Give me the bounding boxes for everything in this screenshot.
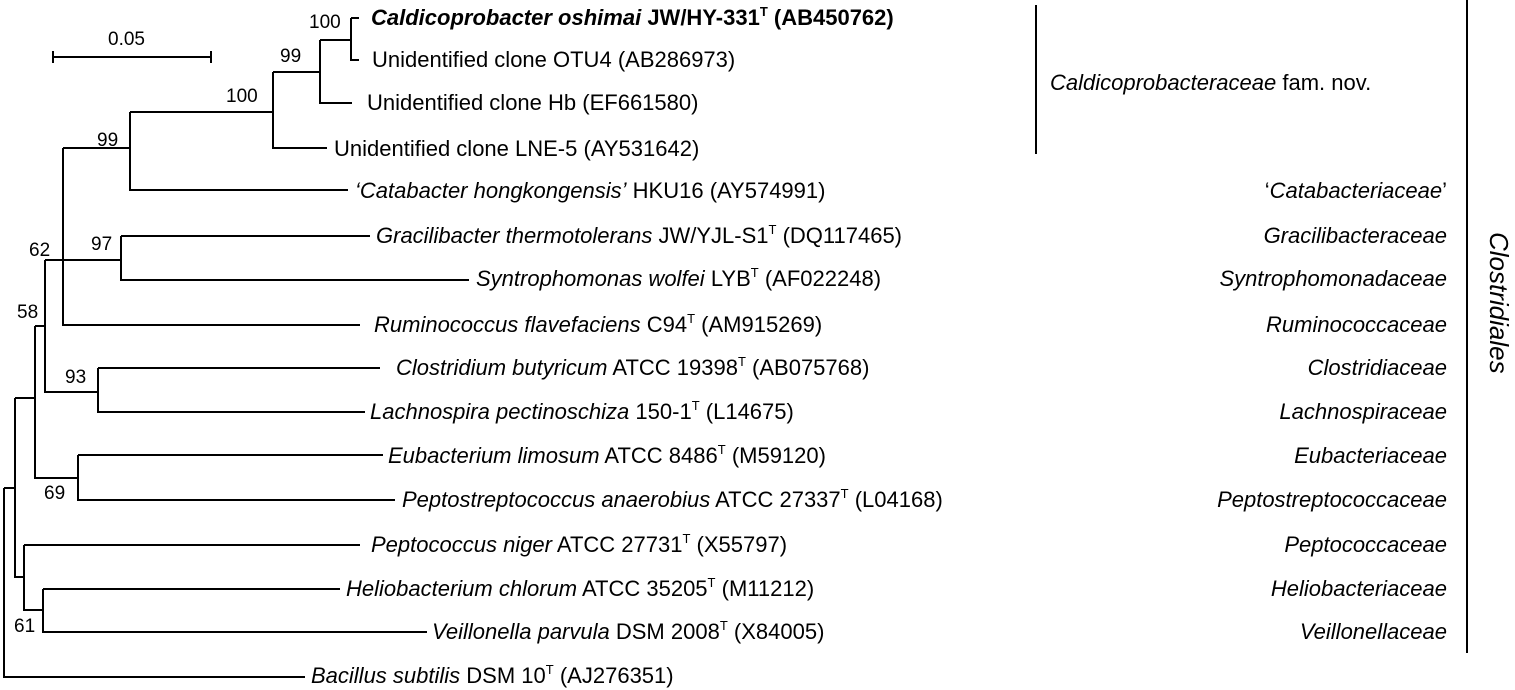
family-label: ‘Catabacteriaceae’ bbox=[1264, 178, 1447, 203]
taxon-label: Caldicoprobacter oshimai JW/HY-331T (AB4… bbox=[371, 4, 894, 30]
branch-t4 bbox=[272, 72, 327, 149]
taxon-label: Unidentified clone Hb (EF661580) bbox=[367, 90, 699, 115]
taxon-label: Gracilibacter thermotolerans JW/YJL-S1T … bbox=[376, 222, 903, 248]
scale-label: 0.05 bbox=[108, 29, 145, 50]
node-97 bbox=[120, 235, 469, 281]
node-69 bbox=[77, 454, 395, 501]
family-label: Ruminococcaceae bbox=[1266, 312, 1447, 337]
family-label: Heliobacteriaceae bbox=[1270, 576, 1447, 601]
family-label: Syntrophomonadaceae bbox=[1219, 266, 1448, 291]
taxon-label: Veillonella parvula DSM 2008T (X84005) bbox=[432, 618, 825, 644]
bootstrap-value: 100 bbox=[226, 86, 258, 107]
family-label: Peptostreptococcaceae bbox=[1217, 487, 1447, 512]
taxon-label: Heliobacterium chlorum ATCC 35205T (M112… bbox=[346, 575, 815, 601]
family-label: Peptococcaceae bbox=[1284, 532, 1447, 557]
taxon-label: Peptostreptococcus anaerobius ATCC 27337… bbox=[402, 486, 943, 512]
bootstrap-value: 97 bbox=[91, 234, 113, 255]
family-label: Lachnospiraceae bbox=[1279, 399, 1447, 424]
taxon-label: Lachnospira pectinoschiza 150-1T (L14675… bbox=[370, 398, 794, 424]
family-label: Veillonellaceae bbox=[1299, 619, 1447, 644]
branch-t3 bbox=[319, 40, 352, 104]
taxon-label: Clostridium butyricum ATCC 19398T (AB075… bbox=[396, 354, 870, 380]
taxon-label: Unidentified clone OTU4 (AB286973) bbox=[372, 47, 736, 72]
bootstrap-value: 58 bbox=[17, 302, 39, 323]
taxon-label: Bacillus subtilis DSM 10T (AJ276351) bbox=[311, 662, 674, 688]
bootstrap-value: 99 bbox=[97, 130, 119, 151]
taxon-label: Ruminococcus flavefaciens C94T (AM915269… bbox=[374, 311, 823, 337]
bootstrap-value: 93 bbox=[65, 367, 87, 388]
family-label: Caldicoprobacteraceae fam. nov. bbox=[1050, 70, 1372, 95]
taxon-label: Unidentified clone LNE-5 (AY531642) bbox=[334, 136, 700, 161]
branch-t2 bbox=[350, 40, 359, 61]
scale-bar bbox=[52, 51, 212, 63]
bootstrap-value: 69 bbox=[44, 483, 66, 504]
node-peptococcus bbox=[23, 545, 43, 611]
bootstrap-value: 99 bbox=[280, 46, 302, 67]
taxon-label: Eubacterium limosum ATCC 8486T (M59120) bbox=[388, 442, 826, 468]
node-58 bbox=[44, 260, 98, 393]
bootstrap-value: 61 bbox=[14, 616, 36, 637]
branch-node99b bbox=[62, 148, 360, 326]
family-label: Clostridiaceae bbox=[1307, 355, 1447, 380]
bootstrap-value: 62 bbox=[29, 240, 51, 261]
node-69-stem bbox=[34, 326, 78, 479]
root-node bbox=[3, 488, 305, 678]
node-root-clostridia bbox=[14, 398, 24, 578]
taxon-label: Syntrophomonas wolfei LYBT (AF022248) bbox=[476, 265, 882, 291]
branch-t5 bbox=[129, 112, 348, 191]
bootstrap-value: 100 bbox=[309, 12, 341, 33]
order-label: Clostridiales bbox=[1484, 232, 1514, 374]
node-61 bbox=[42, 588, 427, 633]
taxon-label: ‘Catabacter hongkongensis’ HKU16 (AY5749… bbox=[355, 178, 826, 203]
node-93 bbox=[97, 367, 380, 413]
taxon-label: Peptococcus niger ATCC 27731T (X55797) bbox=[371, 531, 788, 557]
family-label: Eubacteriaceae bbox=[1294, 443, 1447, 468]
family-label: Gracilibacteraceae bbox=[1263, 223, 1447, 248]
